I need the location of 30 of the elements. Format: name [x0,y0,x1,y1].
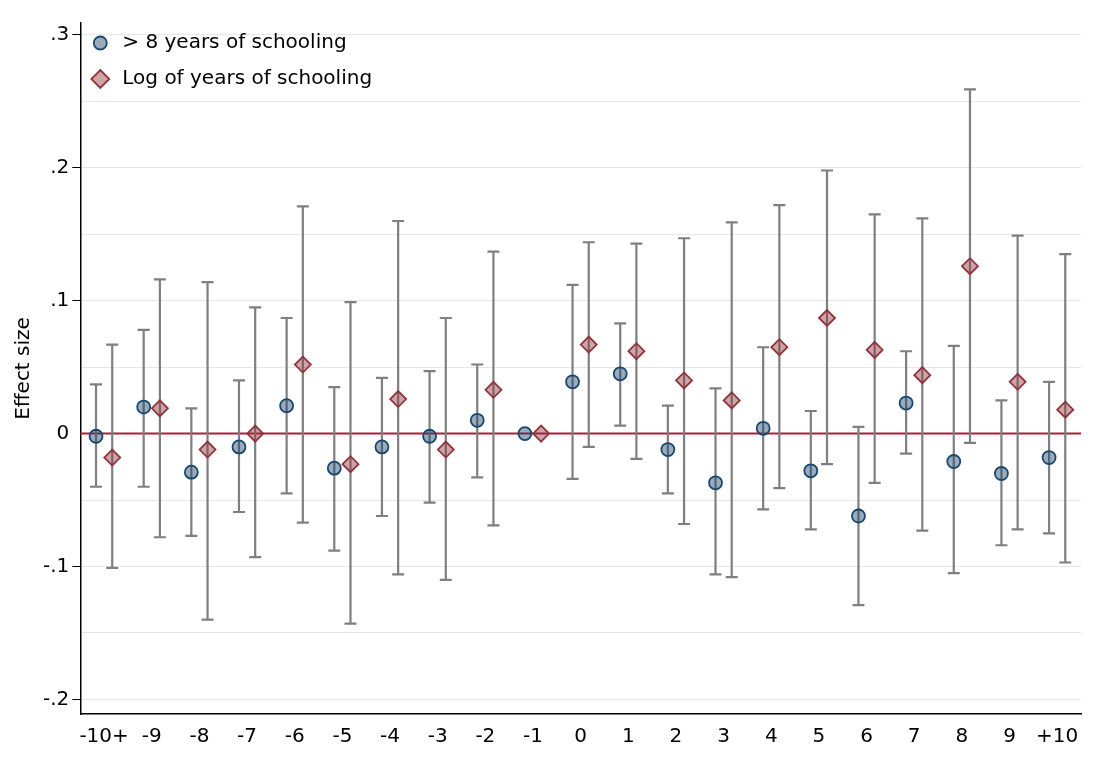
y-tick-label: .1 [50,286,70,311]
x-tick-label: -5 [332,723,353,748]
y-tick-label: -.2 [42,685,70,710]
y-tick-label: .2 [50,154,70,179]
x-tick-label: -7 [237,723,258,748]
x-tick-label: -8 [189,723,210,748]
legend-label: Log of years of schooling [122,65,373,90]
x-tick-label: 6 [860,723,873,748]
x-tick-label: 4 [764,723,778,748]
x-tick-label: -10+ [79,723,129,748]
y-tick-label: -.1 [42,552,70,577]
x-tick-label: 3 [717,723,730,748]
x-tick-label: -4 [380,723,401,748]
x-tick-label: -1 [523,723,543,748]
x-tick-label: 0 [574,723,588,748]
y-tick-label: 0 [56,419,70,444]
x-tick-label: 9 [1003,723,1016,748]
x-tick-label: 8 [955,723,969,748]
y-tick-label: .3 [50,21,70,46]
x-tick-label: -9 [141,723,162,748]
x-tick-label: 2 [669,723,683,748]
x-tick-label: -6 [284,723,305,748]
x-tick-label: +10 [1036,723,1079,748]
legend-label: > 8 years of schooling [122,29,347,54]
x-tick-label: -2 [475,723,496,748]
y-axis-title: Effect size [10,317,35,420]
x-tick-label: 7 [907,723,921,748]
x-tick-label: 1 [621,723,635,748]
x-tick-label: -3 [427,723,448,748]
x-tick-label: 5 [812,723,826,748]
